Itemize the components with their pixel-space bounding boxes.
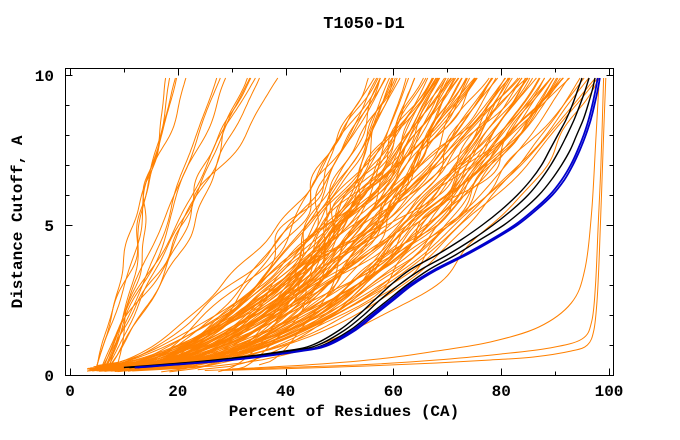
model-curve-orange — [101, 77, 439, 372]
model-curve-blue — [137, 77, 601, 369]
plot-frame — [65, 68, 614, 376]
model-curve-orange — [97, 77, 437, 366]
black-highlight-curves — [123, 77, 596, 369]
model-curve-black — [129, 77, 590, 369]
model-curve-orange — [114, 77, 596, 372]
model-curve-orange — [150, 77, 438, 370]
model-curve-orange — [126, 77, 387, 369]
model-curve-black — [123, 77, 583, 369]
y-tick-label: 0 — [44, 368, 54, 386]
model-curve-orange — [122, 77, 558, 368]
model-curve-orange — [96, 77, 381, 372]
model-curve-orange — [126, 77, 378, 370]
model-curve-orange — [94, 77, 178, 371]
model-curve-orange — [102, 77, 218, 372]
model-curve-orange — [101, 77, 279, 368]
blue-highlight-curves — [134, 77, 601, 369]
model-curve-orange — [99, 77, 375, 367]
tick-labels: 0 20 40 60 80 100 0 5 10 — [35, 68, 624, 401]
model-curve-orange-outlier — [231, 77, 600, 370]
model-curve-orange — [119, 77, 459, 370]
model-curve-orange — [96, 77, 176, 367]
x-axis-label: Percent of Residues (CA) — [229, 403, 459, 421]
model-curve-orange — [126, 77, 581, 366]
model-curve-orange — [134, 77, 545, 367]
model-curve-black — [134, 77, 596, 369]
orange-model-curves — [86, 77, 607, 373]
model-curve-orange — [96, 77, 187, 369]
model-curve-orange-outlier — [220, 77, 607, 371]
model-curve-orange — [111, 77, 396, 371]
model-curve-orange — [115, 77, 167, 368]
model-curve-orange — [197, 77, 523, 371]
x-tick-label: 0 — [65, 383, 75, 401]
model-curve-orange — [106, 77, 446, 369]
model-curve-orange — [105, 77, 260, 370]
model-curve-orange — [129, 77, 510, 372]
model-curve-orange — [232, 77, 394, 371]
model-curve-orange — [148, 77, 463, 370]
model-curve-orange — [151, 77, 435, 367]
model-curve-orange — [95, 77, 438, 371]
model-curve-orange — [106, 77, 521, 366]
model-curve-orange — [102, 77, 427, 368]
model-curve-orange — [127, 77, 369, 372]
model-curve-orange — [110, 77, 600, 370]
x-tick-label: 40 — [276, 383, 295, 401]
model-curve-orange-outlier — [204, 77, 605, 371]
x-tick-label: 20 — [168, 383, 187, 401]
model-curve-blue — [134, 77, 599, 369]
x-tick-label: 100 — [595, 383, 624, 401]
model-curve-orange — [105, 77, 252, 366]
y-tick-label: 5 — [44, 218, 54, 236]
model-curve-orange — [169, 77, 552, 373]
chart-title: T1050-D1 — [323, 15, 405, 34]
model-curve-orange — [176, 77, 394, 370]
model-curve-orange — [103, 77, 221, 367]
model-curve-orange — [258, 77, 407, 366]
model-curve-orange — [100, 77, 447, 369]
model-curve-orange — [94, 77, 379, 369]
model-curve-orange — [110, 77, 511, 368]
x-tick-label: 60 — [384, 383, 403, 401]
model-curve-orange — [109, 77, 441, 367]
x-tick-label: 80 — [492, 383, 511, 401]
model-curve-orange — [131, 77, 534, 369]
model-curve-orange — [128, 77, 455, 367]
y-axis-label: Distance Cutoff, A — [9, 135, 27, 308]
model-curve-orange — [118, 77, 433, 366]
y-tick-label: 10 — [35, 68, 54, 86]
model-curve-orange — [107, 77, 248, 369]
model-curve-orange — [148, 77, 386, 368]
model-curve-orange — [161, 77, 463, 373]
model-curve-orange — [109, 77, 570, 372]
axes-frame-and-ticks — [65, 68, 614, 376]
model-curve-orange — [132, 77, 555, 372]
model-curve-orange — [117, 77, 460, 369]
model-curve-orange — [101, 77, 585, 369]
model-curve-orange — [123, 77, 478, 371]
model-curve-orange — [124, 77, 529, 370]
